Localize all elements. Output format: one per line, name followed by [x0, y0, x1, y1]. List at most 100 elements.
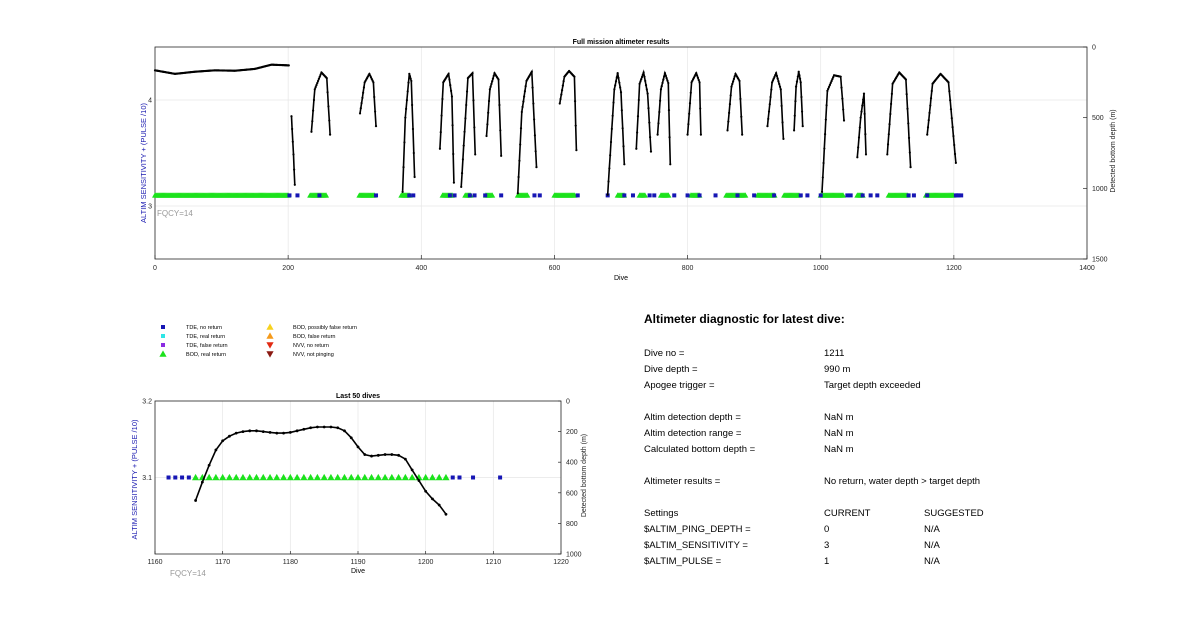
bottom-depth-point: [488, 88, 491, 91]
bottom-depth-point: [686, 133, 689, 136]
left-tick-label: 3.2: [142, 399, 152, 406]
diagnostic-label: Altim detection range =: [644, 428, 742, 439]
bottom-depth-point: [778, 85, 782, 88]
bottom-depth-point: [317, 79, 320, 83]
bottom-depth-point: [636, 115, 640, 118]
bottom-depth-point: [255, 429, 258, 433]
settings-label: Settings: [644, 508, 679, 519]
bottom-depth-point: [329, 425, 333, 429]
bod-real-return-marker: [212, 473, 220, 481]
legend-label: BOD, real return: [186, 352, 226, 358]
bottom-depth-point: [447, 72, 450, 75]
bottom-depth-point: [473, 126, 476, 129]
bottom-depth-point: [408, 75, 412, 78]
bottom-depth-point: [890, 92, 893, 95]
bottom-depth-point: [424, 489, 428, 493]
bottom-depth-point: [293, 168, 296, 171]
bottom-depth-point: [451, 124, 454, 127]
bottom-depth-point: [699, 107, 702, 110]
bottom-depth-point: [661, 81, 664, 84]
bottom-depth-point: [471, 72, 474, 75]
bottom-depth-point: [858, 126, 861, 129]
x-tick-label: 400: [415, 265, 427, 272]
bottom-depth-point: [927, 118, 930, 122]
legend-triangle-up-icon: [266, 323, 274, 330]
bottom-depth-point: [623, 163, 626, 166]
bottom-depth-line: [194, 426, 447, 515]
chart-title: Full mission altimeter results: [573, 39, 670, 46]
bottom-depth-point: [775, 74, 778, 77]
bottom-depth-point: [649, 150, 653, 153]
bottom-depth-point: [688, 112, 691, 115]
settings-current: 1: [824, 556, 830, 567]
tde-no-return-marker: [735, 193, 740, 198]
bottom-depth-point: [768, 103, 771, 106]
bottom-depth-point: [668, 136, 671, 139]
bottom-depth-line: [290, 116, 296, 185]
bottom-depth-point: [619, 86, 622, 89]
bottom-depth-point: [647, 107, 650, 110]
right-axis-label: Detected bottom depth (m): [1110, 109, 1117, 192]
right-tick-label: 1000: [1092, 186, 1108, 193]
bottom-depth-point: [646, 92, 649, 95]
bottom-depth-point: [406, 90, 409, 93]
diagnostic-row: Dive no = 1211: [644, 348, 1164, 362]
bod-real-return-marker: [367, 473, 376, 481]
bottom-depth-point: [689, 91, 692, 94]
bottom-depth-point: [666, 79, 669, 82]
bottom-depth-point: [288, 430, 292, 434]
bod-real-return-marker: [313, 473, 321, 481]
bottom-depth-point: [827, 85, 831, 89]
settings-row: $ALTIM_PING_DEPTH = 0 N/A: [644, 524, 1164, 538]
bottom-depth-point: [362, 91, 365, 94]
bottom-depth-point: [343, 429, 346, 433]
bottom-depth-point: [374, 125, 378, 128]
bottom-depth-point: [635, 147, 638, 150]
bottom-depth-point: [906, 107, 909, 110]
bottom-depth-point: [795, 80, 799, 83]
bottom-depth-point: [449, 89, 453, 92]
diagnostic-value: No return, water depth > target depth: [824, 476, 981, 487]
x-tick-label: 600: [549, 265, 561, 272]
bod-real-return-marker: [401, 473, 409, 481]
bottom-depth-point: [949, 99, 952, 102]
bottom-depth-point: [637, 98, 640, 102]
bottom-depth-point: [315, 84, 318, 87]
bottom-depth-point: [663, 75, 666, 78]
x-tick-label: 200: [282, 265, 294, 272]
tde-no-return-marker: [911, 193, 916, 198]
x-tick-label: 1170: [215, 559, 230, 566]
bottom-depth-point: [826, 89, 829, 92]
full-mission-chart: 0 200 400 600 800 1000 1200 1400 4 3 0 500 1000 1500 F…: [139, 39, 1117, 282]
bottom-depth-point: [312, 98, 316, 102]
tde-no-return-marker: [713, 193, 718, 198]
diagnostic-label: Dive depth =: [644, 364, 698, 375]
bottom-depth-point: [729, 94, 732, 97]
bod-real-return-marker: [422, 473, 430, 481]
bottom-depth-point: [295, 429, 299, 433]
bottom-depth-point: [302, 427, 306, 431]
bod-real-return-marker: [307, 473, 315, 481]
bottom-depth-point: [410, 79, 413, 83]
bottom-depth-point: [823, 147, 826, 150]
tde-no-return-marker: [798, 193, 803, 198]
settings-current: 0: [824, 524, 830, 535]
bod-real-return-marker: [435, 473, 443, 481]
bottom-depth-point: [864, 153, 868, 156]
bottom-depth-point: [519, 143, 522, 146]
bottom-depth-point: [822, 161, 825, 165]
bottom-depth-point: [521, 105, 524, 108]
bottom-depth-point: [316, 81, 319, 85]
tde-no-return-marker: [452, 193, 457, 198]
bod-real-return-marker: [205, 473, 213, 481]
diagnostic-value: 990 m: [824, 364, 851, 375]
x-axis-label: Dive: [351, 568, 365, 575]
bottom-depth-point: [740, 115, 743, 118]
bottom-depth-point: [318, 75, 321, 78]
right-tick-label: 1500: [1092, 257, 1108, 264]
bottom-depth-point: [766, 125, 769, 128]
bottom-depth-point: [559, 97, 562, 101]
right-tick-label: 1000: [566, 552, 582, 559]
bottom-depth-point: [403, 457, 407, 461]
bottom-depth-point: [926, 133, 929, 136]
